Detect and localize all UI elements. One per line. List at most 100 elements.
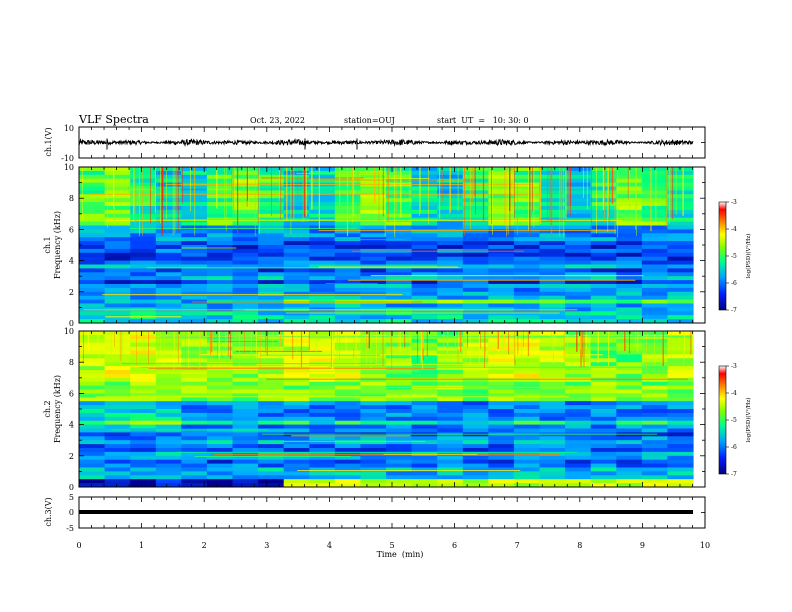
spectrogram-cell — [437, 405, 464, 410]
spectrogram-cell — [206, 432, 234, 437]
spectrogram-cell — [155, 377, 182, 383]
spectrogram-cell — [181, 342, 208, 347]
ch3-ylabel: ch.3(V) — [44, 497, 53, 526]
ch2-colorbar: -3-4-5-6-7 log(PSD)(V²/Hz) — [718, 363, 752, 478]
spectrogram-cell — [360, 346, 387, 351]
spectrogram-cell — [641, 186, 668, 191]
spectrogram-cell — [206, 331, 234, 336]
spectrogram-cell — [181, 319, 208, 324]
spectrogram-cell — [283, 233, 310, 238]
spectrogram-cell — [488, 389, 515, 394]
spectrogram-cell — [590, 420, 617, 425]
spectrogram-cell — [206, 354, 234, 359]
spectrogram-cell — [206, 280, 234, 285]
spectrogram-cell — [565, 338, 592, 344]
spectrogram-cell — [232, 291, 259, 297]
spectrogram-cell — [513, 440, 541, 445]
spectrogram-cell — [309, 229, 336, 234]
spectrogram-cell — [360, 397, 387, 402]
spectrogram-cell — [155, 287, 182, 293]
spectrogram-cell — [386, 303, 413, 308]
spectrogram-cell — [462, 444, 489, 449]
spectrogram-cell — [539, 299, 566, 304]
x-tick-label: 2 — [202, 541, 207, 550]
spectrogram-cell — [565, 467, 592, 472]
spectrogram-cell — [437, 436, 464, 441]
spectrogram-cell — [488, 455, 515, 461]
spectrogram-cell — [155, 471, 182, 476]
spectrogram-cell — [488, 350, 515, 355]
spectrogram-cell — [360, 381, 387, 386]
spectrogram-cell — [590, 346, 617, 351]
spectrogram-cell — [616, 245, 643, 250]
spectrogram-cell — [437, 260, 464, 265]
spectrogram-cell — [565, 256, 592, 261]
spectrogram-cell — [155, 186, 182, 191]
spectrogram-cell — [360, 338, 387, 344]
spectrogram-cell — [155, 174, 182, 180]
spectrogram-cell — [283, 272, 310, 277]
spectrogram-cell — [181, 377, 208, 383]
spectrogram-cell — [590, 412, 617, 418]
spectrogram-cell — [309, 479, 336, 484]
spectrogram-cell — [641, 256, 668, 261]
spectrogram-cell — [488, 268, 515, 273]
spectrogram-cell — [462, 241, 489, 246]
spectrogram-cell — [79, 420, 106, 425]
spectrogram-cell — [437, 389, 464, 394]
spectrogram-cell — [130, 416, 157, 422]
spectrogram-cell — [206, 186, 234, 191]
spectrogram-cell — [539, 362, 566, 367]
ch1-waveform-panel: 10 -10 ch.1(V) — [44, 124, 706, 163]
spectrogram-cell — [462, 463, 489, 468]
spectrogram-cell — [641, 401, 668, 406]
spectrogram-cell — [590, 385, 617, 390]
spectrogram-cell — [181, 467, 208, 472]
spectrogram-cell — [616, 385, 643, 390]
spectrogram-cell — [565, 284, 592, 289]
spectrogram-cell — [360, 354, 387, 359]
x-tick-label: 9 — [640, 541, 645, 550]
spectrogram-cell — [309, 338, 336, 344]
spectrogram-cell — [667, 455, 694, 461]
spectrogram-cell — [258, 354, 285, 359]
spectrogram-cell — [539, 373, 566, 379]
spectrogram-cell — [155, 268, 182, 273]
spectrogram-cell — [488, 225, 515, 230]
spectrogram-cell — [667, 198, 694, 203]
spectrogram-cell — [104, 209, 131, 215]
spectrogram-cell — [79, 397, 106, 402]
spectrogram-cell — [130, 448, 157, 453]
spectrogram-cell — [616, 295, 643, 300]
colorbar-tick-label: -4 — [731, 390, 737, 397]
spectrogram-cell — [488, 178, 515, 183]
spectrogram-cell — [641, 424, 668, 429]
spectrogram-cell — [155, 194, 182, 199]
spectrogram-cell — [155, 202, 182, 207]
spectrogram-cell — [181, 463, 208, 468]
spectrogram-cell — [334, 463, 361, 468]
spectrogram-cell — [232, 225, 259, 230]
spectrogram-cell — [437, 280, 464, 285]
spectrogram-cell — [206, 178, 234, 183]
spectrogram-cell — [590, 436, 617, 441]
spectrogram-cell — [539, 370, 566, 375]
spectrogram-cell — [130, 237, 157, 242]
spectrogram-cell — [283, 268, 310, 273]
spectrogram-cell — [641, 479, 668, 484]
spectrogram-cell — [565, 389, 592, 394]
ch1-waveform-trace — [78, 137, 694, 150]
spectrogram-cell — [79, 319, 106, 324]
spectrogram-cell — [488, 264, 515, 269]
spectrogram-cell — [309, 237, 336, 242]
spectrogram-cell — [488, 354, 515, 359]
spectrogram-cell — [565, 444, 592, 449]
spectrogram-cell — [155, 225, 182, 230]
spectrogram-cell — [590, 432, 617, 437]
spectrogram-cell — [104, 248, 131, 254]
spectrogram-cell — [667, 174, 694, 180]
spectrogram-cell — [360, 202, 387, 207]
spectrogram-cell — [283, 194, 310, 199]
spectrogram-cell — [181, 276, 208, 281]
spectrogram-cell — [232, 209, 259, 215]
